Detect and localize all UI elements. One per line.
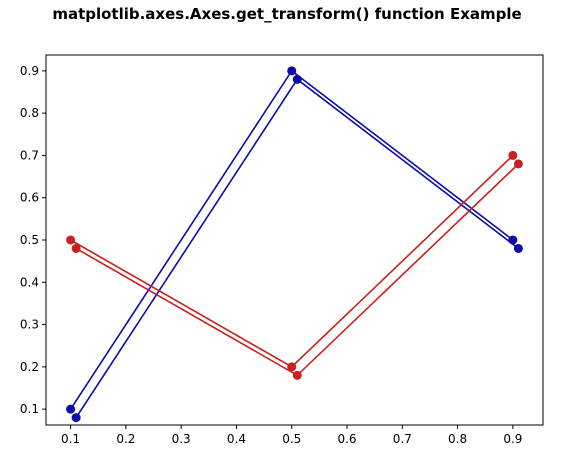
data-point <box>287 66 297 76</box>
x-tick-label: 0.4 <box>227 432 246 446</box>
y-tick-label: 0.8 <box>20 106 39 120</box>
x-tick-label: 0.8 <box>448 432 467 446</box>
data-point <box>508 150 518 160</box>
y-tick-label: 0.7 <box>20 148 39 162</box>
data-point <box>287 362 297 372</box>
data-point <box>513 159 523 169</box>
data-point <box>513 243 523 253</box>
x-tick-label: 0.2 <box>116 432 135 446</box>
x-tick-label: 0.6 <box>337 432 356 446</box>
series-1 <box>71 74 523 423</box>
y-tick-label: 0.9 <box>20 64 39 78</box>
data-point <box>292 370 302 380</box>
data-point <box>71 413 81 423</box>
x-tick-label: 0.7 <box>393 432 412 446</box>
data-point <box>66 235 76 245</box>
data-point <box>71 243 81 253</box>
y-tick-label: 0.4 <box>20 275 39 289</box>
data-point <box>292 74 302 84</box>
series-2 <box>66 150 518 372</box>
y-axis: 0.1 0.2 0.3 0.4 0.5 0.6 0.7 0.8 0.9 <box>20 64 46 416</box>
y-tick-label: 0.5 <box>20 233 39 247</box>
data-point <box>66 404 76 414</box>
x-tick-label: 0.3 <box>172 432 191 446</box>
y-tick-label: 0.6 <box>20 191 39 205</box>
x-tick-label: 0.9 <box>503 432 522 446</box>
x-axis: 0.1 0.2 0.3 0.4 0.5 0.6 0.7 0.8 0.9 <box>61 425 522 446</box>
x-tick-label: 0.1 <box>61 432 80 446</box>
series-3 <box>71 159 523 380</box>
series-0 <box>66 66 518 414</box>
y-tick-label: 0.3 <box>20 318 39 332</box>
chart-title: matplotlib.axes.Axes.get_transform() fun… <box>52 5 521 23</box>
x-tick-label: 0.5 <box>282 432 301 446</box>
y-tick-label: 0.1 <box>20 402 39 416</box>
series-layer <box>66 66 523 423</box>
data-point <box>508 235 518 245</box>
y-tick-label: 0.2 <box>20 360 39 374</box>
